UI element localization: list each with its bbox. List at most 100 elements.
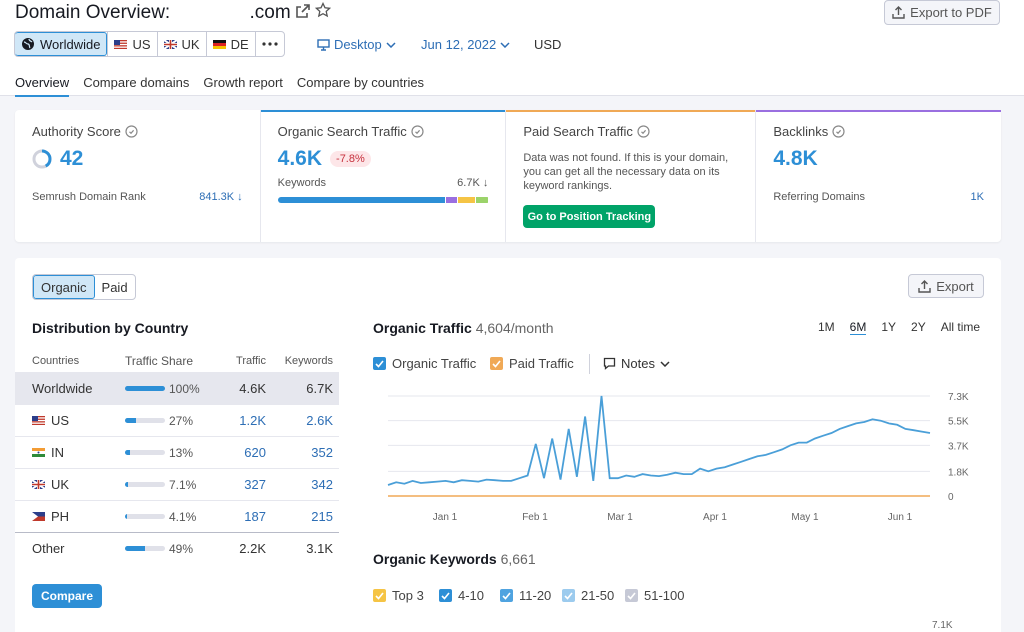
col-countries[interactable]: Countries (32, 355, 80, 367)
keyword-legend-item[interactable]: Top 3 (373, 588, 424, 603)
db-us-button[interactable]: US (107, 32, 156, 56)
organic-traffic-legend[interactable]: Organic Traffic (373, 356, 476, 371)
tab-compare-domains[interactable]: Compare domains (83, 75, 190, 90)
traffic-cell[interactable]: 187 (244, 509, 266, 524)
organic-traffic-value[interactable]: 4.6K (277, 147, 323, 170)
traffic-cell[interactable]: 327 (244, 477, 266, 492)
country-cell[interactable]: Other (15, 541, 110, 556)
organic-traffic-chart[interactable]: 0 1.8K 3.7K 5.5K 7.3K Jan 1 Feb 1 Mar 1 Apr 1 May… (370, 386, 990, 526)
backlinks-card[interactable]: Backlinks 4.8K Referring Domains 1K (756, 110, 1002, 242)
table-row[interactable]: UK 7.1% 327 342 (15, 468, 339, 500)
paid-traffic-legend[interactable]: Paid Traffic (490, 356, 574, 371)
card-accent-bar (260, 110, 506, 112)
domain-rank-row: Semrush Domain Rank 841.3K ↓ (32, 191, 243, 203)
chevron-down-icon (660, 360, 670, 367)
export-button[interactable]: Export (908, 274, 984, 298)
notes-label: Notes (621, 356, 655, 371)
info-icon[interactable] (125, 125, 138, 138)
date-label: Jun 12, 2022 (421, 37, 497, 52)
organic-traffic-card[interactable]: Organic Search Traffic 4.6K -7.8% Keywor… (260, 110, 507, 242)
tab-growth-report[interactable]: Growth report (203, 75, 283, 90)
country-cell[interactable]: PH (15, 509, 110, 524)
country-table: Countries Traffic Share Traffic Keywords… (15, 350, 339, 564)
info-icon[interactable] (411, 125, 424, 138)
external-link-icon[interactable] (296, 2, 310, 24)
keyword-legend-item[interactable]: 21-50 (562, 588, 614, 603)
globe-icon (22, 38, 34, 50)
domain-rank-label: Semrush Domain Rank (32, 191, 146, 203)
keywords-cell[interactable]: 6.7K (306, 381, 333, 396)
period-all-time[interactable]: All time (940, 320, 981, 334)
keywords-row: Keywords 6.7K ↓ (278, 177, 489, 189)
organic-toggle-button[interactable]: Organic (33, 275, 95, 299)
more-databases-button[interactable] (254, 32, 284, 56)
table-row[interactable]: PH 4.1% 187 215 (15, 500, 339, 532)
keywords-cell[interactable]: 2.6K (306, 413, 333, 428)
export-pdf-button[interactable]: Export to PDF (884, 0, 1000, 25)
page-title: Domain Overview: .com (15, 1, 332, 24)
checkbox-icon (625, 589, 638, 602)
traffic-cell[interactable]: 4.6K (239, 381, 266, 396)
period-2y[interactable]: 2Y (911, 320, 926, 334)
country-cell[interactable]: US (15, 413, 110, 428)
keywords-cell[interactable]: 215 (311, 509, 333, 524)
col-traffic-share[interactable]: Traffic Share (125, 354, 194, 368)
desktop-icon (317, 38, 330, 51)
paid-traffic-card[interactable]: Paid Search Traffic Data was not found. … (506, 110, 757, 242)
table-row[interactable]: US 27% 1.2K 2.6K (15, 404, 339, 436)
keywords-value[interactable]: 6.7K ↓ (457, 177, 489, 189)
checkbox-icon (562, 589, 575, 602)
table-row[interactable]: Worldwide 100% 4.6K 6.7K (15, 372, 339, 404)
legend-label: 4-10 (458, 588, 485, 603)
notes-dropdown[interactable]: Notes (603, 356, 670, 371)
info-icon[interactable] (637, 125, 650, 138)
date-dropdown[interactable]: Jun 12, 2022 (421, 37, 510, 52)
report-tabs: Overview Compare domains Growth report C… (15, 75, 424, 97)
period-1m[interactable]: 1M (818, 320, 835, 334)
traffic-cell[interactable]: 2.2K (239, 541, 266, 556)
keywords-cell[interactable]: 352 (311, 445, 333, 460)
period-1y[interactable]: 1Y (881, 320, 897, 334)
db-worldwide-label: Worldwide (40, 36, 101, 52)
traffic-cell[interactable]: 620 (244, 445, 266, 460)
position-tracking-button[interactable]: Go to Position Tracking (523, 205, 656, 228)
table-row[interactable]: Other 49% 2.2K 3.1K (15, 532, 339, 564)
keywords-cell[interactable]: 3.1K (306, 541, 333, 556)
checkbox-icon (373, 589, 386, 602)
traffic-cell[interactable]: 1.2K (239, 413, 266, 428)
keyword-legend-item[interactable]: 4-10 (439, 588, 484, 603)
star-icon[interactable] (315, 1, 332, 24)
db-de-button[interactable]: DE (205, 32, 255, 56)
col-keywords[interactable]: Keywords (284, 355, 333, 367)
tab-compare-by-countries[interactable]: Compare by countries (296, 75, 425, 90)
keywords-total: 6,661 (500, 551, 536, 567)
db-uk-button[interactable]: UK (156, 32, 206, 56)
tab-overview[interactable]: Overview (15, 75, 70, 97)
referring-domains-label: Referring Domains (773, 191, 866, 203)
info-icon[interactable] (832, 125, 845, 138)
db-worldwide-button[interactable]: Worldwide (15, 32, 108, 56)
keyword-legend-item[interactable]: 11-20 (500, 588, 551, 603)
country-cell[interactable]: UK (15, 477, 110, 492)
compare-button[interactable]: Compare (32, 584, 102, 608)
paid-toggle-button[interactable]: Paid (101, 279, 128, 295)
paid-empty-note: Data was not found. If this is your doma… (523, 152, 729, 192)
device-dropdown[interactable]: Desktop (317, 37, 396, 52)
export-pdf-label: Export to PDF (910, 5, 992, 20)
domain-name: .com (249, 2, 291, 24)
table-row[interactable]: IN 13% 620 352 (15, 436, 339, 468)
uk-flag-icon (32, 480, 45, 489)
change-badge: -7.8% (330, 151, 371, 167)
period-6m[interactable]: 6M (849, 320, 867, 335)
authority-score-card[interactable]: Authority Score 42 Semrush Domain Rank 8… (15, 110, 261, 242)
country-cell[interactable]: IN (15, 445, 110, 460)
upload-icon (892, 6, 905, 19)
backlinks-value[interactable]: 4.8K (773, 147, 818, 170)
keyword-legend-item[interactable]: 51-100 (625, 588, 684, 603)
country-cell[interactable]: Worldwide (15, 381, 110, 396)
keywords-cell[interactable]: 342 (311, 477, 333, 492)
more-icon (262, 42, 278, 46)
referring-domains-value[interactable]: 1K (970, 191, 985, 203)
domain-rank-value[interactable]: 841.3K ↓ (199, 191, 243, 203)
col-traffic[interactable]: Traffic (236, 355, 266, 367)
